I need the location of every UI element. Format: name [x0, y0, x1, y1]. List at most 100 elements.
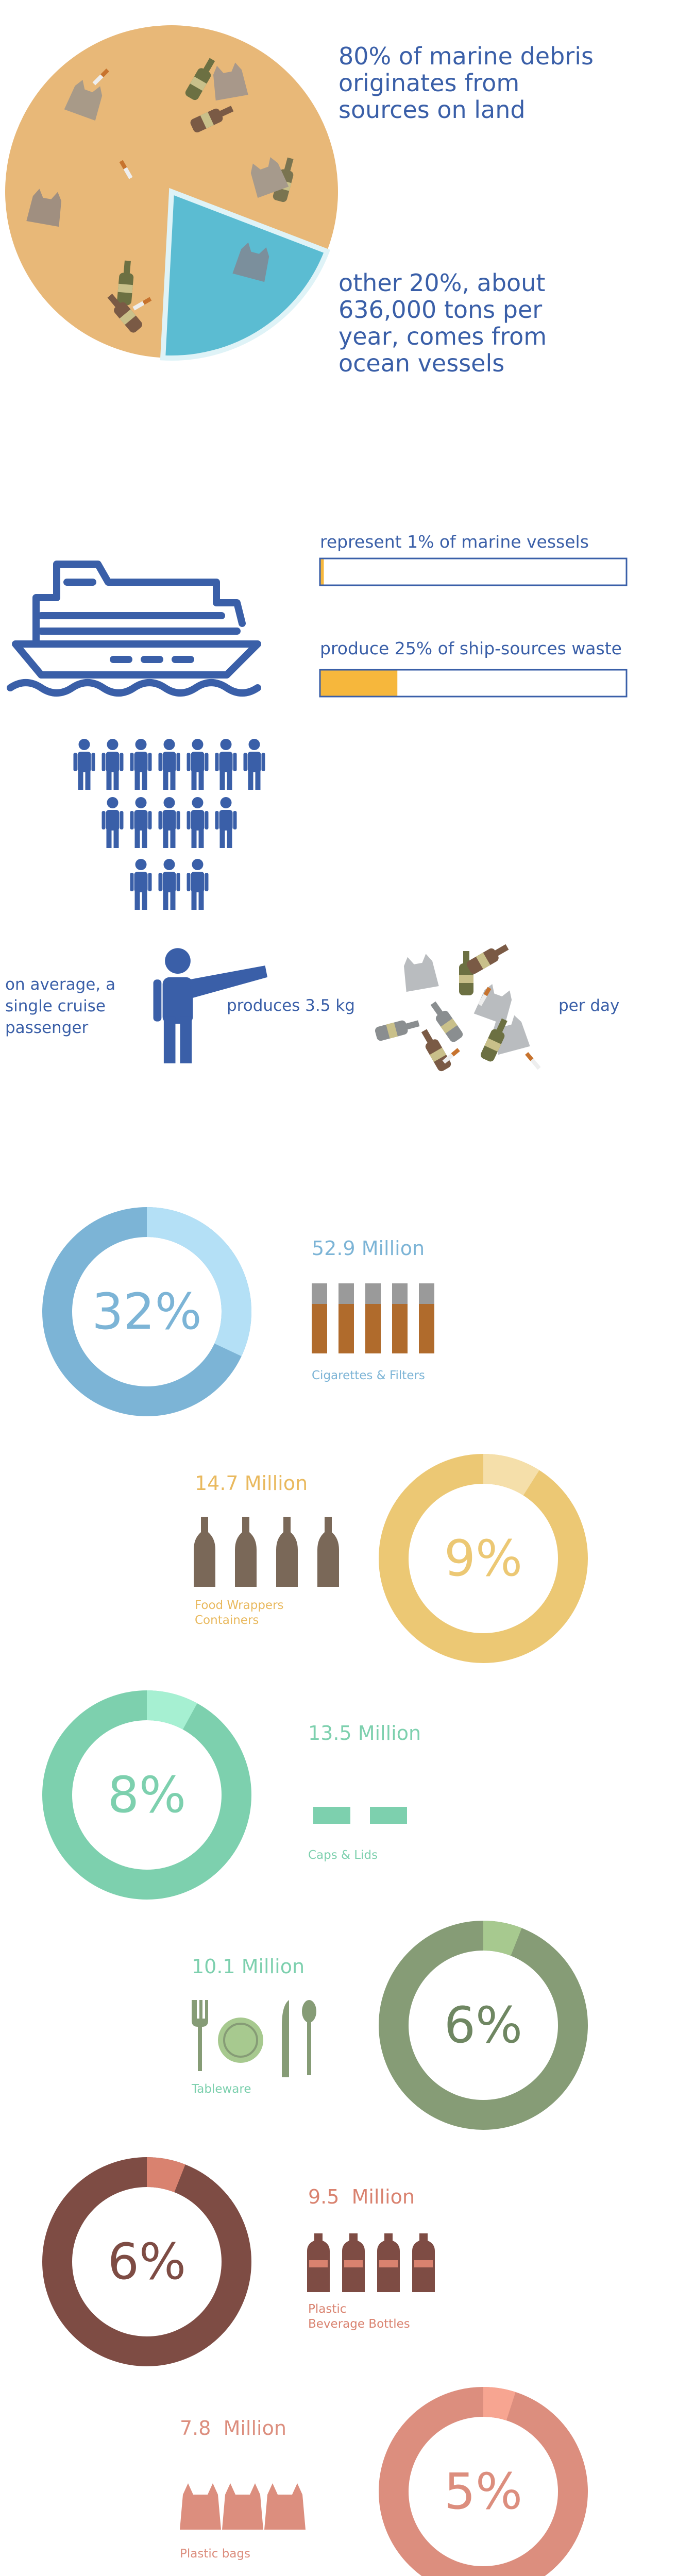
bottle-icon [194, 1517, 215, 1587]
person-leg [198, 827, 204, 848]
donut-label: 32% [92, 1283, 201, 1341]
person-head [192, 739, 204, 750]
bag-icon [473, 984, 512, 1025]
donut-label: 9% [444, 1530, 522, 1587]
butt-icon [478, 987, 492, 1006]
person-head [220, 739, 232, 750]
butt-filter [483, 987, 492, 996]
person-head [163, 739, 175, 750]
fork-icon [192, 2000, 208, 2071]
bag-shape [232, 242, 269, 282]
person-leg [78, 769, 83, 790]
person-leg [134, 889, 140, 910]
bottle-band [344, 2260, 363, 2267]
bottle-neck [404, 1020, 420, 1030]
person-arm [176, 811, 180, 829]
bottle-icon [185, 58, 215, 100]
person-head [248, 739, 260, 750]
person-head [220, 797, 232, 808]
person-leg [191, 889, 197, 910]
person-head [163, 797, 175, 808]
pie-land-text: sources on land [338, 96, 526, 124]
cigarette-filter [392, 1304, 408, 1353]
person-arm [233, 753, 237, 771]
person-leg [198, 889, 204, 910]
item-label: Plastic [308, 2302, 346, 2316]
person-head [135, 739, 147, 750]
person-arm [176, 873, 180, 891]
bar-track [319, 557, 628, 586]
person-arm [158, 811, 162, 829]
bag-shape [403, 954, 439, 992]
cigarette-filter [338, 1304, 354, 1353]
person-body [219, 752, 233, 772]
pie-ocean-text: year, comes from [338, 323, 547, 350]
person-body [162, 752, 176, 772]
person-arm [101, 811, 106, 829]
ship-lines [38, 579, 241, 635]
donut-segment [483, 1454, 539, 1496]
bottle-icon [190, 106, 234, 133]
ship-waves [7, 679, 261, 697]
bottle-icon [107, 294, 142, 333]
person-arm [189, 965, 268, 998]
butt-filter [525, 1052, 534, 1061]
bag-shape [213, 62, 248, 101]
bottle-label [386, 1022, 398, 1039]
bottle-neck [107, 294, 122, 309]
cap-icon [370, 1807, 407, 1824]
bottle-neck [283, 157, 294, 173]
donut-label: 6% [108, 2233, 186, 2291]
cigarette-filter [419, 1304, 434, 1353]
person-icon [187, 859, 209, 910]
bag-shape [493, 1015, 530, 1055]
person-arm [261, 753, 265, 771]
person-leg [142, 889, 147, 910]
person-icon [215, 739, 237, 790]
bottle-neck [421, 1029, 434, 1045]
person-leg [219, 769, 225, 790]
bag-shape [250, 157, 289, 198]
person-body [162, 872, 176, 892]
bottle-label [429, 1047, 447, 1062]
person-body [247, 752, 261, 772]
person-icon [73, 739, 95, 790]
person-icon [130, 739, 152, 790]
person-leg [142, 769, 147, 790]
person-leg [113, 769, 119, 790]
bag-shape [26, 189, 62, 227]
person-body [106, 810, 120, 831]
bottle-icon [466, 944, 509, 974]
person-icon [130, 859, 152, 910]
person-arm [215, 811, 219, 829]
person-leg [163, 769, 168, 790]
person-head [78, 739, 90, 750]
person-leg [170, 769, 176, 790]
spoon-icon [302, 2000, 316, 2023]
person-leg [163, 827, 168, 848]
person-leg [163, 1016, 176, 1063]
person-icon [153, 948, 268, 1063]
donut-segment [146, 1207, 251, 1357]
person-arm [187, 753, 191, 771]
bag-icon [222, 2483, 263, 2530]
passenger-text: passenger [5, 1019, 88, 1037]
butt-icon [442, 1048, 460, 1064]
amount-text: 13.5 Million [308, 1722, 421, 1744]
person-body [134, 872, 148, 892]
bar-label: produce 25% of ship-sources waste [320, 638, 622, 658]
person-leg [170, 827, 176, 848]
butt-paper [478, 994, 487, 1006]
bottle-neck [123, 260, 131, 276]
bottle-icon [421, 1029, 451, 1072]
cigarette-paper [365, 1283, 381, 1304]
person-leg [142, 827, 147, 848]
item-label: Food Wrappers [195, 1599, 284, 1612]
person-arm [120, 811, 124, 829]
bag-icon [26, 189, 62, 227]
bottle-label [476, 952, 490, 970]
bag-icon [264, 2483, 306, 2530]
person-body [191, 810, 205, 831]
butt-filter [100, 69, 109, 77]
